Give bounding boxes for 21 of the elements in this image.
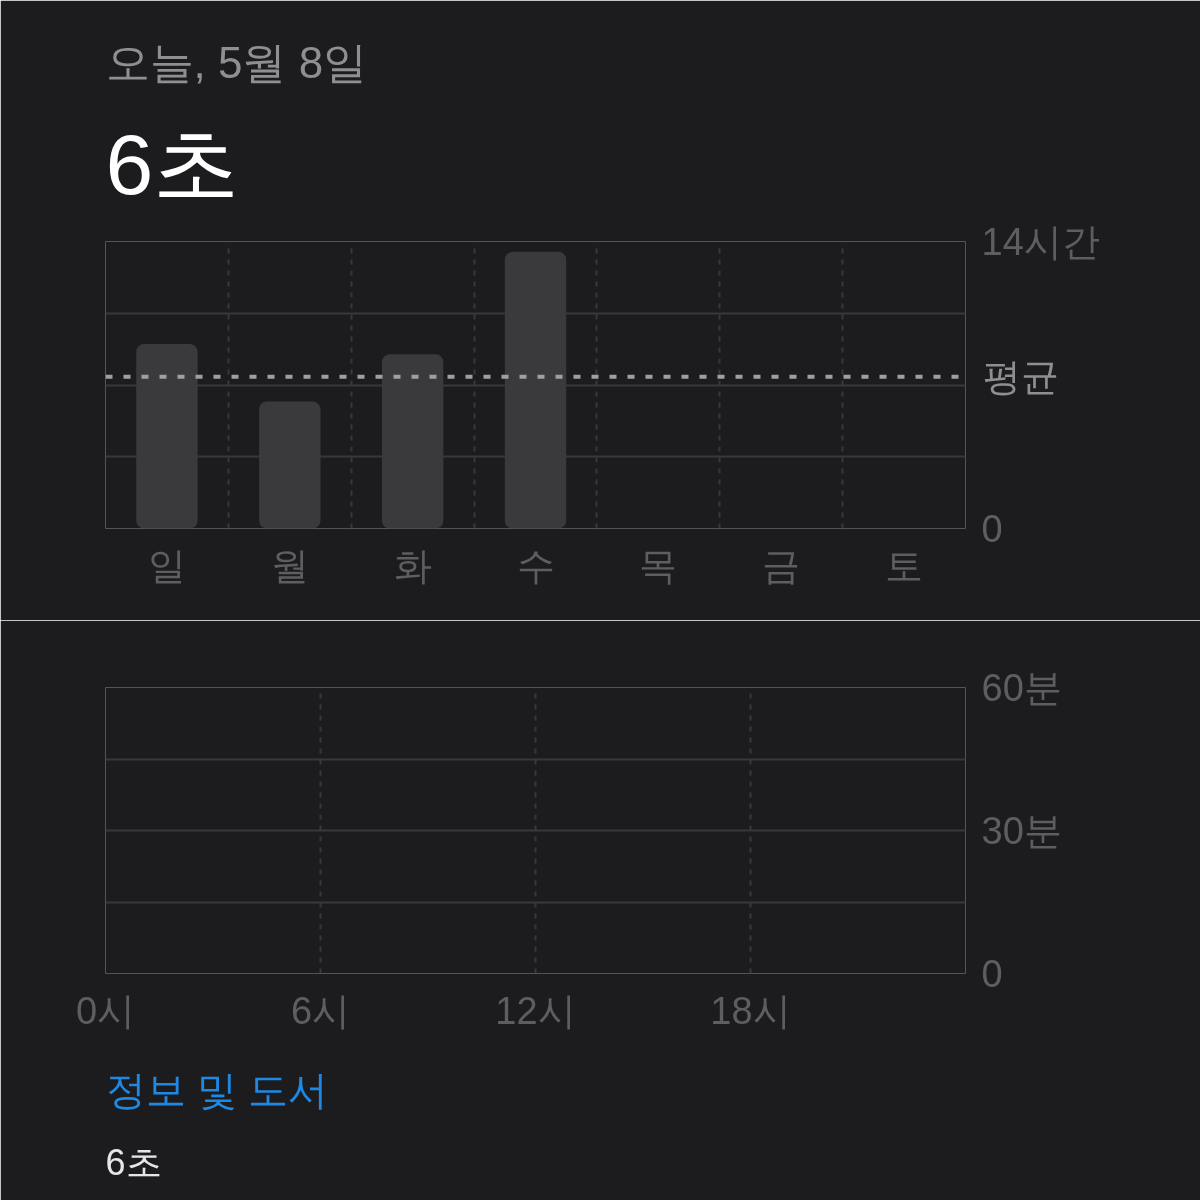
x-tick-label: 화 [393,544,432,587]
x-tick-label: 금 [762,544,801,587]
x-tick-label: 수 [516,544,555,587]
chart-title: 6초 [105,115,240,212]
x-tick-label: 일 [147,544,186,587]
y-tick-label: 0 [981,507,1003,550]
x-tick-label: 목 [639,544,678,587]
y-tick-label: 14시간 [981,220,1100,263]
text: 6초 [105,1141,162,1183]
x-tick-label: 18시 [710,989,791,1032]
y-tick-label: 30분 [981,809,1062,852]
y-tick-label: 60분 [981,666,1062,709]
text: 정보 및 도서 [105,1067,328,1112]
x-tick-label: 토 [885,544,924,587]
x-tick-label: 0시 [75,989,136,1032]
y-tick-label: 0 [981,952,1003,995]
x-tick-label: 월 [270,544,309,587]
chart-subtitle: 오늘, 5월 8일 [105,37,368,87]
x-tick-label: 6시 [290,989,351,1032]
x-tick-label: 12시 [495,989,576,1032]
ref-line-label: 평균 [982,355,1059,398]
